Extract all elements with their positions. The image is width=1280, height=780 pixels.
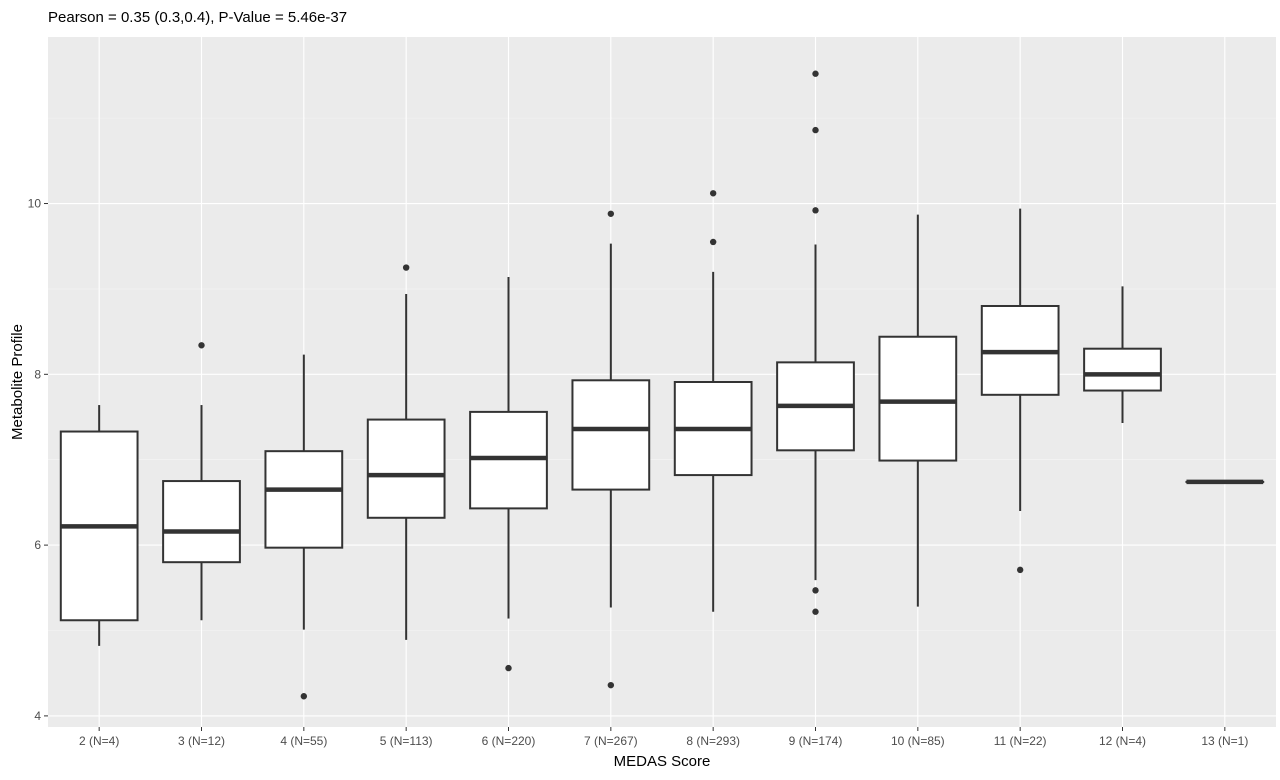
iqr-box: [366, 418, 446, 519]
outlier-point: [812, 207, 819, 214]
box-1: [59, 405, 139, 646]
y-tick-label: 10: [28, 197, 42, 211]
y-tick-label: 6: [34, 538, 41, 552]
outlier-point: [812, 126, 819, 134]
x-tick-label: 3 (N=12): [178, 734, 225, 748]
outlier-point: [812, 587, 819, 594]
outlier-point: [505, 664, 512, 672]
x-tick-label: 7 (N=267): [584, 734, 638, 748]
box-4: [366, 264, 446, 640]
iqr-box: [1083, 347, 1162, 392]
y-tick-label: 4: [34, 709, 41, 723]
outlier-point: [812, 608, 819, 615]
x-tick-label: 5 (N=113): [380, 734, 433, 748]
outlier-point: [607, 681, 615, 689]
x-tick-label: 13 (N=1): [1201, 734, 1248, 748]
x-tick-label: 2 (N=4): [79, 734, 119, 748]
box-5: [469, 276, 548, 672]
iqr-box: [162, 480, 241, 564]
x-tick-label: 10 (N=85): [891, 734, 945, 748]
axes: 4 6 8 10 2 (N=4) 3 (N=12) 4 (N=55) 5 (N=113) 6 (…: [28, 197, 1249, 748]
outlier-point: [402, 264, 410, 271]
outlier-point: [812, 70, 819, 77]
box-2: [162, 342, 241, 621]
x-tick-label: 9 (N=174): [789, 734, 843, 748]
x-tick-label: 12 (N=4): [1099, 734, 1146, 748]
box-10: [980, 208, 1060, 574]
box-9: [878, 214, 958, 607]
box-11: [1083, 286, 1162, 423]
outlier-point: [300, 693, 308, 700]
box-6: [571, 210, 651, 689]
chart-title: Pearson = 0.35 (0.3,0.4), P-Value = 5.46…: [48, 9, 347, 26]
x-tick-label: 11 (N=22): [994, 734, 1047, 748]
outlier-point: [607, 210, 615, 217]
x-tick-label: 6 (N=220): [482, 734, 536, 748]
outlier-point: [709, 190, 717, 197]
boxes: [59, 70, 1265, 700]
x-tick-label: 8 (N=293): [686, 734, 740, 748]
y-tick-label: 8: [34, 367, 41, 381]
y-axis-title: Metabolite Profile: [9, 324, 26, 440]
outlier-point: [709, 238, 717, 246]
box-7: [673, 190, 753, 612]
iqr-box: [264, 450, 344, 549]
box-3: [264, 354, 344, 700]
iqr-box: [878, 335, 958, 462]
iqr-box: [571, 379, 651, 491]
x-axis-title: MEDAS Score: [614, 753, 711, 770]
plot-panel: [48, 37, 1276, 727]
outlier-point: [198, 342, 205, 349]
x-tick-label: 4 (N=55): [280, 734, 327, 748]
box-8: [776, 70, 855, 615]
outlier-point: [1016, 566, 1024, 574]
